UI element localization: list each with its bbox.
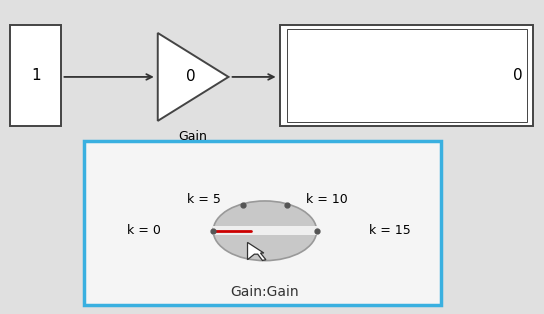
- Text: 0: 0: [186, 69, 195, 84]
- Polygon shape: [248, 242, 266, 260]
- Text: Gain:Gain: Gain:Gain: [231, 285, 299, 299]
- Bar: [280, 25, 533, 126]
- Bar: [10, 25, 61, 126]
- Text: 1: 1: [31, 68, 40, 83]
- Text: k = 5: k = 5: [187, 193, 221, 206]
- Bar: [84, 141, 441, 305]
- Polygon shape: [158, 33, 228, 121]
- Ellipse shape: [213, 201, 317, 261]
- Bar: [213, 226, 317, 235]
- Text: 0: 0: [512, 68, 522, 83]
- Text: k = 15: k = 15: [369, 224, 411, 237]
- Text: k = 0: k = 0: [127, 224, 160, 237]
- Bar: [287, 29, 527, 122]
- Text: k = 10: k = 10: [306, 193, 347, 206]
- Text: Gain: Gain: [178, 130, 208, 143]
